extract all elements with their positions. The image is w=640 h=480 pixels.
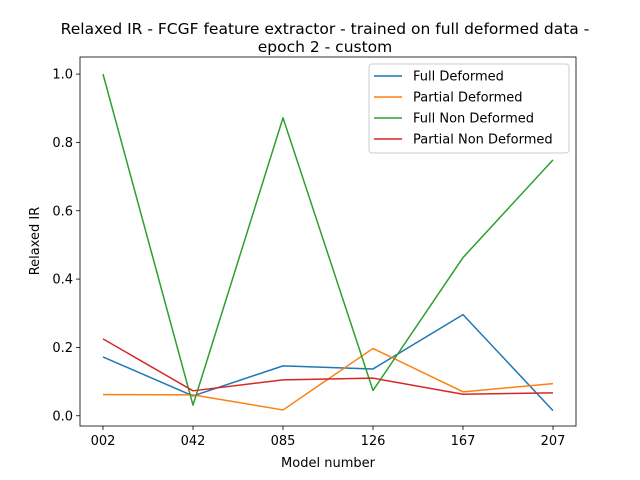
x-tick-label: 085 (271, 434, 296, 449)
x-axis-label: Model number (281, 456, 376, 471)
series-group (102, 73, 554, 412)
axes-frame (79, 56, 577, 427)
x-tick-label: 002 (91, 434, 116, 449)
y-axis-label: Relaxed IR (28, 207, 43, 276)
plot-area (79, 56, 577, 427)
x-tick-label: 207 (541, 434, 566, 449)
x-tick-label: 167 (451, 434, 476, 449)
legend-label: Partial Deformed (413, 91, 523, 106)
y-tick-label: 0.2 (52, 341, 73, 356)
series-line-full-deformed (102, 313, 554, 412)
y-tick-label: 1.0 (52, 68, 73, 83)
legend-items: Full Deformed Partial Deformed Full Non De… (374, 70, 553, 148)
series-line-partial-non-deformed (102, 338, 554, 395)
legend-label: Full Non Deformed (413, 112, 534, 127)
chart-title-line-1: Relaxed IR - FCGF feature extractor - tr… (61, 20, 590, 38)
series-line-full-non-deformed (102, 73, 554, 406)
y-axis-ticks: 0.0 0.2 0.4 0.6 0.8 1.0 (52, 68, 80, 424)
legend-frame (368, 63, 570, 154)
chart-title-line-2: epoch 2 - custom (258, 38, 393, 56)
y-tick-label: 0.0 (52, 409, 73, 424)
x-tick-label: 126 (361, 434, 386, 449)
y-tick-label: 0.8 (52, 136, 73, 151)
legend-label: Full Deformed (413, 70, 504, 85)
y-tick-label: 0.6 (52, 204, 73, 219)
x-axis-ticks: 002 042 085 126 167 207 (91, 426, 566, 449)
y-tick-label: 0.4 (52, 273, 73, 288)
legend: Full Deformed Partial Deformed Full Non De… (368, 63, 570, 154)
legend-label: Partial Non Deformed (413, 133, 553, 148)
x-tick-label: 042 (181, 434, 206, 449)
